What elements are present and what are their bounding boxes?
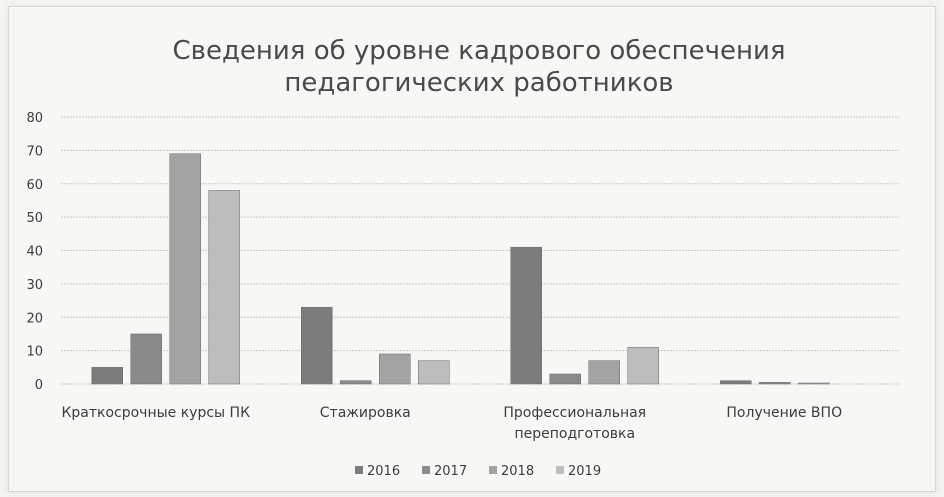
legend-label-2016: 2016 <box>367 464 400 479</box>
bars <box>91 153 830 385</box>
bar-2016-cat4 <box>720 380 752 385</box>
chart-title: Сведения об уровне кадрового обеспечения… <box>172 36 785 98</box>
bar-2017-cat1 <box>130 333 162 385</box>
bar-2017-cat3 <box>549 373 581 385</box>
category-label-4-line-1: Получение ВПО <box>726 405 842 421</box>
y-tick-30: 30 <box>26 278 43 293</box>
y-tick-0: 0 <box>35 378 43 393</box>
y-axis-ticks: 0 10 20 30 40 50 60 70 80 <box>26 111 43 393</box>
bar-2017-cat2 <box>340 380 372 385</box>
bar-2016-cat1 <box>91 367 123 385</box>
category-label-1-line-1: Краткосрочные курсы ПК <box>61 405 250 421</box>
bar-2018-cat4 <box>798 382 830 385</box>
category-label-3-line-1: Профессиональная <box>503 405 646 421</box>
category-label-2-line-1: Стажировка <box>320 405 411 421</box>
y-tick-50: 50 <box>26 211 43 226</box>
chart-title-line-1: Сведения об уровне кадрового обеспечения <box>172 36 785 66</box>
legend-label-2018: 2018 <box>501 464 534 479</box>
bar-2018-cat2 <box>379 353 411 385</box>
y-tick-60: 60 <box>26 178 43 193</box>
bar-2018-cat1 <box>169 153 201 385</box>
y-tick-40: 40 <box>26 245 43 260</box>
chart-title-line-2: педагогических работников <box>284 68 673 98</box>
y-tick-20: 20 <box>26 311 43 326</box>
bar-2016-cat3 <box>510 246 542 385</box>
category-labels: Краткосрочные курсы ПК Стажировка Професси… <box>61 405 842 442</box>
bar-2019-cat3 <box>627 347 659 385</box>
bar-chart: Сведения об уровне кадрового обеспечения… <box>26 36 899 479</box>
legend-swatch-2019 <box>556 466 564 474</box>
bar-2017-cat4 <box>759 382 791 385</box>
legend-swatch-2017 <box>422 466 430 474</box>
legend-label-2019: 2019 <box>568 464 601 479</box>
bar-2019-cat1 <box>208 190 240 385</box>
chart-frame: Сведения об уровне кадрового обеспечения… <box>8 6 936 492</box>
legend-swatch-2016 <box>355 466 363 474</box>
y-tick-80: 80 <box>26 111 43 126</box>
y-tick-70: 70 <box>26 144 43 159</box>
y-tick-10: 10 <box>26 345 43 360</box>
legend: 2016 2017 2018 2019 <box>355 464 601 479</box>
category-label-3-line-2: переподготовка <box>514 426 635 442</box>
legend-swatch-2018 <box>489 466 497 474</box>
bar-2018-cat3 <box>588 360 620 385</box>
bar-2016-cat2 <box>301 306 333 385</box>
legend-label-2017: 2017 <box>434 464 467 479</box>
bar-2019-cat2 <box>418 360 450 385</box>
